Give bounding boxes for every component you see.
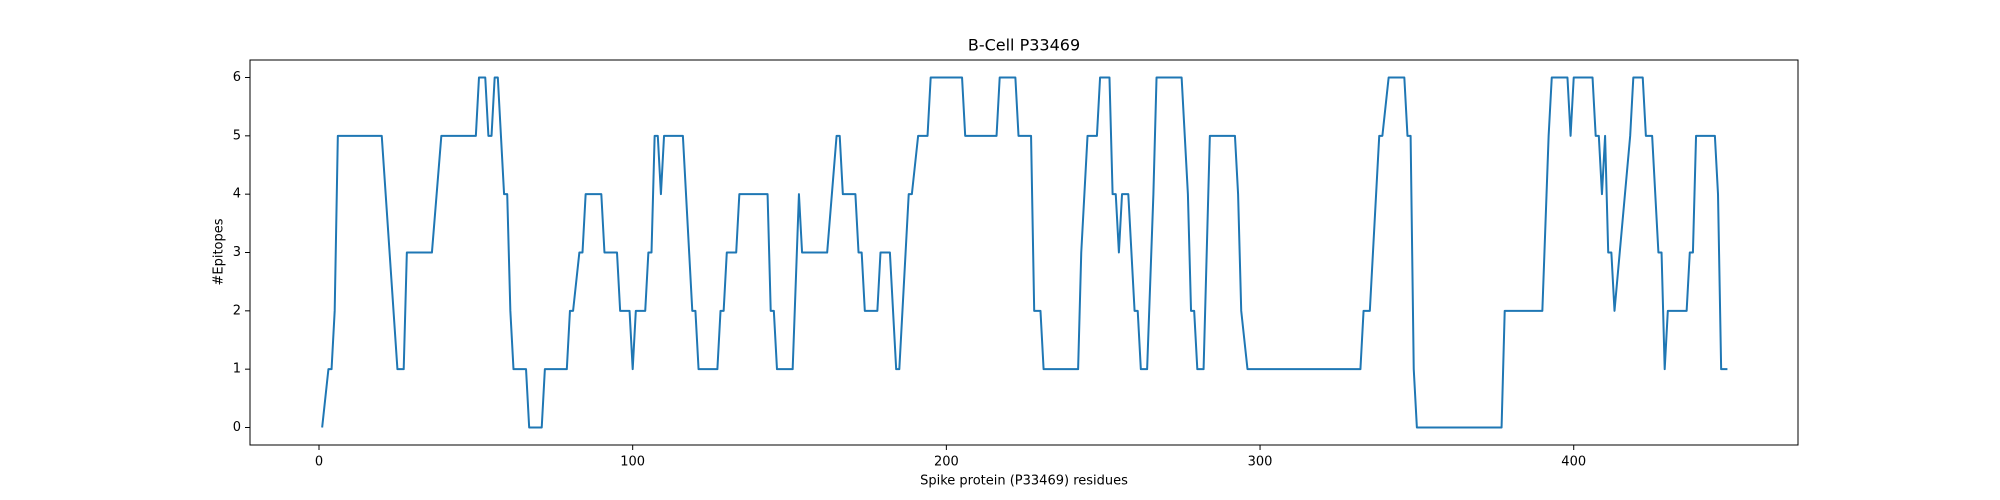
x-axis-label: Spike protein (P33469) residues bbox=[920, 474, 1128, 489]
x-tick-label: 200 bbox=[934, 455, 959, 470]
y-axis-label: #Epitopes bbox=[212, 218, 227, 285]
x-tick-label: 0 bbox=[315, 455, 323, 470]
y-tick-label: 3 bbox=[233, 245, 241, 260]
data-line bbox=[321, 76, 1728, 429]
y-tick-label: 4 bbox=[233, 187, 241, 202]
axes-frame bbox=[249, 59, 1799, 446]
y-tick-label: 1 bbox=[233, 362, 241, 377]
x-tick-label: 400 bbox=[1561, 455, 1586, 470]
y-tick-label: 6 bbox=[233, 70, 241, 85]
y-tick-label: 0 bbox=[233, 420, 241, 435]
y-tick-label: 2 bbox=[233, 303, 241, 318]
y-tick-label: 5 bbox=[233, 128, 241, 143]
x-tick-label: 300 bbox=[1248, 455, 1273, 470]
x-tick-label: 100 bbox=[620, 455, 645, 470]
chart-title: B-Cell P33469 bbox=[968, 36, 1080, 55]
